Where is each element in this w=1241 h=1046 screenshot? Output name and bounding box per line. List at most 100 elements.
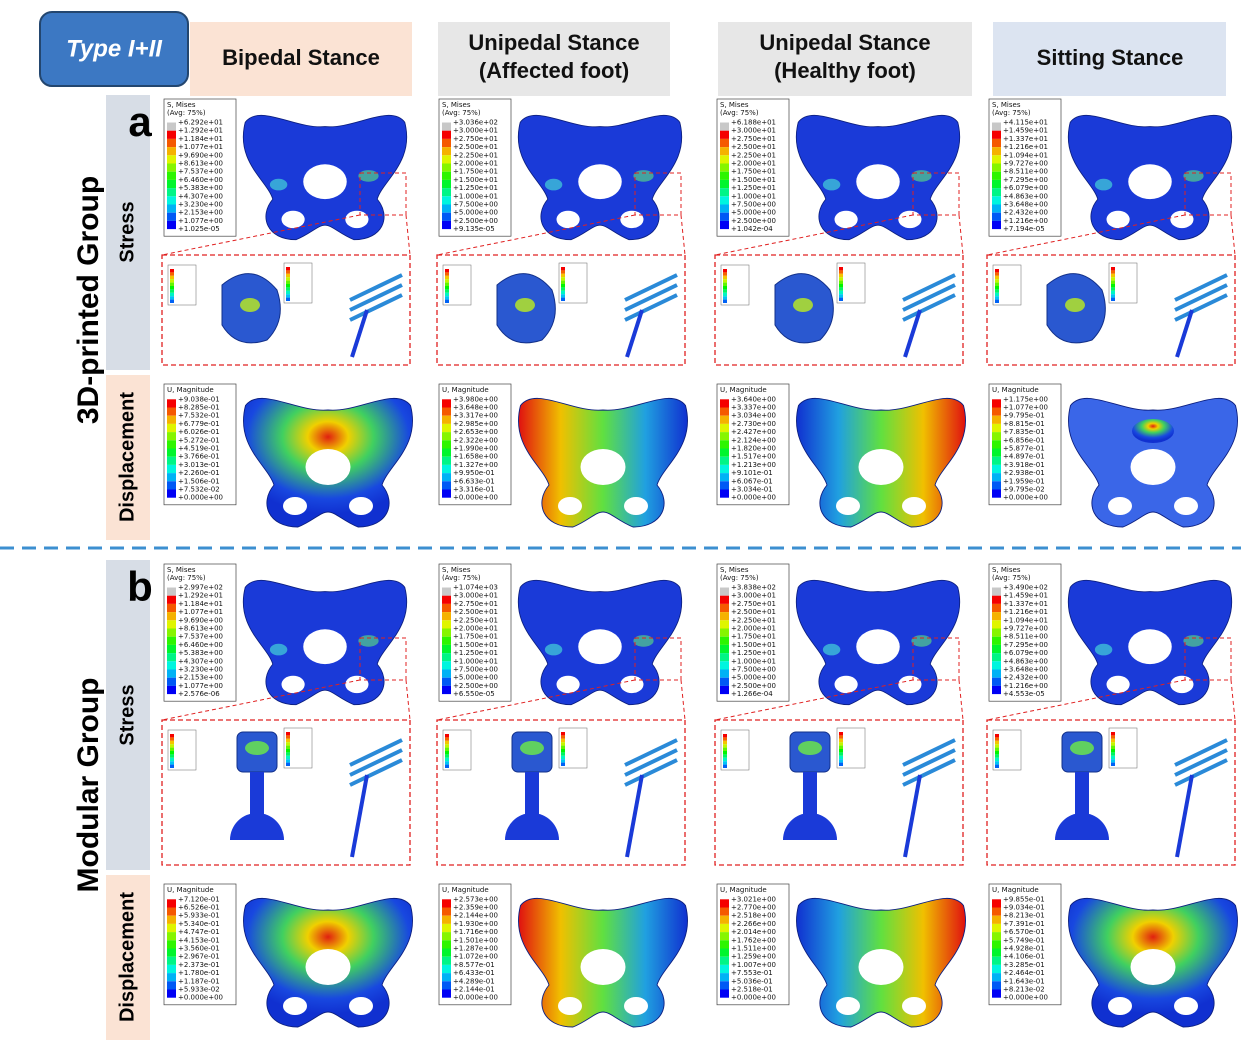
legend-value: +6.550e-05 bbox=[453, 690, 495, 698]
legend-value: +3.230e+00 bbox=[178, 201, 223, 209]
mini-swatch bbox=[445, 734, 449, 737]
legend-swatch bbox=[167, 661, 176, 669]
legend-value: +3.490e+02 bbox=[1003, 584, 1048, 592]
legend-value: +1.042e-04 bbox=[731, 225, 773, 233]
legend-value: +4.928e-01 bbox=[1003, 945, 1045, 953]
legend-value: +2.153e+00 bbox=[178, 674, 223, 682]
pelvic-inlet bbox=[306, 449, 351, 485]
pelvis-model bbox=[796, 115, 959, 239]
group-name: 3D-printed Group bbox=[72, 176, 105, 424]
obturator bbox=[1170, 211, 1193, 228]
legend-swatch bbox=[442, 172, 451, 180]
legend-value: +1.337e+01 bbox=[1003, 135, 1048, 143]
mini-swatch bbox=[1111, 759, 1115, 762]
legend-value: +3.648e+00 bbox=[1003, 666, 1048, 674]
legend-value: +2.260e-01 bbox=[178, 469, 220, 477]
legend-swatch bbox=[992, 424, 1001, 432]
legend-value: +6.460e+00 bbox=[178, 176, 223, 184]
legend-value: +0.000e+00 bbox=[731, 994, 776, 1002]
legend-swatch bbox=[167, 481, 176, 489]
mini-swatch bbox=[445, 741, 449, 744]
pelvic-inlet bbox=[1131, 449, 1176, 485]
legend-swatch bbox=[167, 147, 176, 155]
mini-swatch bbox=[561, 756, 565, 759]
mini-swatch bbox=[170, 751, 174, 754]
mini-swatch bbox=[995, 748, 999, 751]
legend-value: +7.500e+00 bbox=[453, 201, 498, 209]
legend-value: +3.838e+02 bbox=[731, 584, 776, 592]
mini-swatch bbox=[1111, 267, 1115, 270]
legend-swatch bbox=[442, 629, 451, 637]
mini-swatch bbox=[1111, 746, 1115, 749]
legend-value: +3.034e+00 bbox=[731, 412, 776, 420]
legend-title: U, Magnitude bbox=[442, 886, 489, 894]
legend-value: +9.727e+00 bbox=[1003, 160, 1048, 168]
mini-swatch bbox=[561, 287, 565, 290]
hotspot bbox=[633, 170, 653, 182]
legend-value: +7.553e-01 bbox=[731, 969, 773, 977]
figure: Type I+II Bipedal StanceUnipedal Stance(… bbox=[0, 0, 1241, 1046]
legend-value: +6.460e+00 bbox=[178, 641, 223, 649]
legend-value: +7.500e+00 bbox=[731, 666, 776, 674]
legend-value: +2.500e+01 bbox=[731, 143, 776, 151]
mini-swatch bbox=[995, 758, 999, 761]
legend-swatch bbox=[720, 612, 729, 620]
mini-swatch bbox=[723, 744, 727, 747]
legend-value: +3.918e-01 bbox=[1003, 461, 1045, 469]
mini-swatch bbox=[561, 752, 565, 755]
legend-swatch bbox=[720, 449, 729, 457]
legend-swatch bbox=[167, 916, 176, 924]
legend-swatch bbox=[442, 481, 451, 489]
legend-value: +1.780e-01 bbox=[178, 969, 220, 977]
legend-title: (Avg: 75%) bbox=[992, 574, 1031, 582]
mini-swatch bbox=[723, 286, 727, 289]
legend-swatch bbox=[992, 686, 1001, 694]
legend-swatch bbox=[167, 588, 176, 596]
legend-value: +7.835e-01 bbox=[1003, 428, 1045, 436]
pelvis-model bbox=[518, 898, 687, 1027]
legend-title: U, Magnitude bbox=[720, 886, 767, 894]
mini-swatch bbox=[995, 751, 999, 754]
legend-value: +1.077e+01 bbox=[178, 608, 223, 616]
screw bbox=[905, 775, 920, 857]
legend-title: S, Mises bbox=[167, 566, 196, 574]
legend-swatch bbox=[992, 899, 1001, 907]
hotspot bbox=[545, 179, 562, 191]
legend-value: +9.690e+00 bbox=[178, 616, 223, 624]
obturator bbox=[283, 497, 307, 515]
hotspot bbox=[1183, 170, 1203, 182]
legend-swatch bbox=[442, 399, 451, 407]
obturator bbox=[282, 211, 305, 228]
mini-swatch bbox=[995, 744, 999, 747]
mini-swatch bbox=[1111, 270, 1115, 273]
legend-value: +1.292e+01 bbox=[178, 127, 223, 135]
legend-swatch bbox=[442, 155, 451, 163]
legend-swatch bbox=[442, 205, 451, 213]
mini-swatch bbox=[1111, 277, 1115, 280]
legend-swatch bbox=[992, 940, 1001, 948]
mini-swatch bbox=[995, 289, 999, 292]
pelvic-inlet bbox=[578, 164, 622, 199]
legend-swatch bbox=[992, 949, 1001, 957]
legend-swatch bbox=[992, 465, 1001, 473]
mini-swatch bbox=[723, 289, 727, 292]
column-title: Sitting Stance bbox=[1037, 45, 1184, 70]
legend-value: +8.285e-01 bbox=[178, 404, 220, 412]
legend-value: +8.511e+00 bbox=[1003, 168, 1048, 176]
legend-swatch bbox=[720, 164, 729, 172]
legend-swatch bbox=[720, 949, 729, 957]
legend-swatch bbox=[442, 221, 451, 229]
legend-value: +6.292e+01 bbox=[178, 119, 223, 127]
legend-value: +4.106e-01 bbox=[1003, 953, 1045, 961]
pelvic-inlet bbox=[578, 629, 622, 664]
legend-swatch bbox=[720, 481, 729, 489]
legend-value: +2.938e-01 bbox=[1003, 469, 1045, 477]
legend-value: +1.762e+00 bbox=[731, 936, 776, 944]
legend-value: +3.000e+01 bbox=[453, 592, 498, 600]
mini-swatch bbox=[723, 734, 727, 737]
mini-swatch bbox=[995, 761, 999, 764]
legend-value: +2.153e+00 bbox=[178, 209, 223, 217]
legend-swatch bbox=[167, 180, 176, 188]
mini-swatch bbox=[561, 746, 565, 749]
legend-value: +2.014e+00 bbox=[731, 928, 776, 936]
